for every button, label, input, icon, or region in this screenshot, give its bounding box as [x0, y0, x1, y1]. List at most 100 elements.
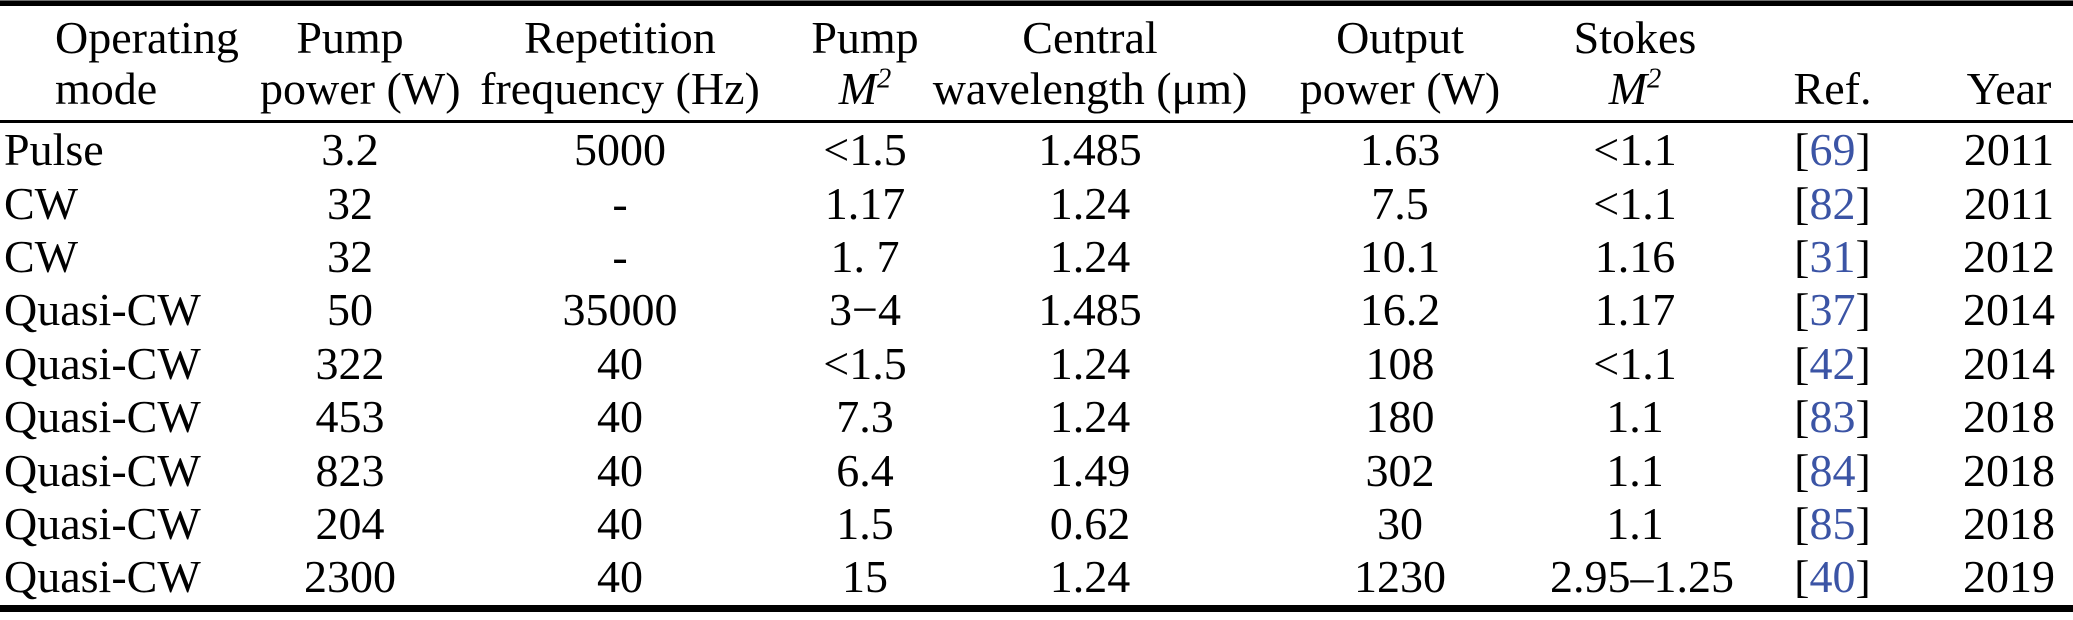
cell-central_wavelength: 1.24	[1049, 391, 1131, 443]
cell-pump_m2: 7.3	[836, 391, 894, 443]
cell-pump_m2: 6.4	[836, 444, 894, 496]
cell-output_power: 180	[1365, 391, 1435, 443]
ref-bracket-close: ]	[1855, 124, 1871, 176]
ref-bracket-open: [	[1794, 230, 1810, 282]
ref-bracket-open: [	[1794, 124, 1810, 176]
cell-pump_power: 2300	[304, 551, 396, 603]
column-header-central_wavelength: Central wavelength (μm)	[930, 6, 1250, 123]
ref-link[interactable]: 83	[1809, 391, 1856, 443]
cell-central_wavelength: 1.49	[1049, 444, 1131, 496]
header-line1: Repetition	[524, 12, 716, 63]
table-row: Quasi-CW 50 35000 3−4 1.485 16.2 1.17 [37] 2014	[0, 283, 2073, 336]
cell-ref: [69]	[1720, 122, 1945, 177]
ref-bracket-open: [	[1794, 497, 1810, 549]
ref-link[interactable]: 42	[1809, 337, 1856, 389]
cell-year: 2011	[1963, 177, 2055, 229]
cell-stokes_m2: 1.1	[1606, 391, 1664, 443]
cell-operating_mode: Quasi-CW	[4, 391, 201, 443]
cell-central_wavelength: 1.24	[1049, 551, 1131, 603]
ref-link[interactable]: 85	[1809, 497, 1856, 549]
cell-stokes_m2: 2.95–1.25	[1550, 551, 1734, 603]
ref-bracket-open: [	[1794, 391, 1810, 443]
ref-link[interactable]: 31	[1809, 230, 1856, 282]
cell-rep_freq: 40	[597, 551, 643, 603]
ref-bracket-close: ]	[1855, 284, 1871, 336]
ref-link[interactable]: 82	[1809, 177, 1856, 229]
ref-bracket-open: [	[1794, 284, 1810, 336]
cell-stokes_m2: <1.1	[1593, 124, 1677, 176]
cell-pump_power: 823	[315, 444, 385, 496]
column-header-output_power: Output power (W)	[1250, 6, 1550, 123]
cell-output_power: 7.5	[1371, 177, 1429, 229]
ref-bracket-close: ]	[1855, 391, 1871, 443]
ref-bracket-close: ]	[1855, 230, 1871, 282]
header-line2: Ref.	[1793, 63, 1872, 114]
header-line1: Stokes	[1573, 12, 1697, 63]
ref-link[interactable]: 84	[1809, 444, 1856, 496]
table-row: Quasi-CW 322 40 <1.5 1.24 108 <1.1 [42] 2014	[0, 337, 2073, 390]
cell-ref: [42]	[1720, 337, 1945, 390]
column-header-ref: Ref.	[1720, 6, 1945, 123]
cell-year: 2018	[1963, 391, 2055, 443]
table-row: Quasi-CW 204 40 1.5 0.62 30 1.1 [85] 2018	[0, 497, 2073, 550]
cell-operating_mode: Quasi-CW	[4, 444, 201, 496]
cell-operating_mode: Quasi-CW	[4, 497, 201, 549]
ref-bracket-open: [	[1794, 177, 1810, 229]
cell-ref: [31]	[1720, 230, 1945, 283]
cell-pump_power: 32	[327, 177, 373, 229]
cell-central_wavelength: 1.24	[1049, 177, 1131, 229]
ref-bracket-open: [	[1794, 444, 1810, 496]
cell-year: 2011	[1963, 124, 2055, 176]
table-row: Quasi-CW 823 40 6.4 1.49 302 1.1 [84] 2018	[0, 443, 2073, 496]
cell-central_wavelength: 1.485	[1038, 284, 1142, 336]
header-line1	[1945, 12, 2073, 63]
table-row: Pulse 3.2 5000 <1.5 1.485 1.63 <1.1 [69] 2011	[0, 122, 2073, 177]
header-line2: frequency (Hz)	[480, 63, 760, 114]
cell-pump_m2: <1.5	[823, 337, 907, 389]
table-row: CW 32 - 1.17 1.24 7.5 <1.1 [82] 2011	[0, 176, 2073, 229]
cell-operating_mode: Quasi-CW	[4, 284, 201, 336]
cell-output_power: 30	[1377, 497, 1423, 549]
cell-year: 2018	[1963, 497, 2055, 549]
cell-pump_power: 50	[327, 284, 373, 336]
cell-stokes_m2: 1.1	[1606, 444, 1664, 496]
cell-output_power: 108	[1365, 337, 1435, 389]
cell-operating_mode: CW	[4, 177, 79, 229]
cell-central_wavelength: 1.24	[1049, 337, 1131, 389]
ref-link[interactable]: 40	[1809, 551, 1856, 603]
cell-operating_mode: Pulse	[4, 124, 104, 176]
cell-central_wavelength: 1.24	[1049, 230, 1131, 282]
cell-operating_mode: CW	[4, 230, 79, 282]
cell-rep_freq: 40	[597, 337, 643, 389]
cell-pump_power: 204	[315, 497, 385, 549]
ref-link[interactable]: 69	[1809, 124, 1856, 176]
laser-results-table: Operating mode Pump power (W) Repetition freq…	[0, 6, 2073, 604]
cell-ref: [40]	[1720, 550, 1945, 603]
cell-stokes_m2: 1.1	[1606, 497, 1664, 549]
cell-rep_freq: -	[612, 177, 628, 229]
table-row: Quasi-CW 453 40 7.3 1.24 180 1.1 [83] 2018	[0, 390, 2073, 443]
header-line2: wavelength (μm)	[932, 63, 1248, 114]
cell-ref: [83]	[1720, 390, 1945, 443]
m-squared-base: M	[1608, 63, 1648, 114]
table-row: Quasi-CW 2300 40 15 1.24 1230 2.95–1.25 [40] 201…	[0, 550, 2073, 603]
cell-operating_mode: Quasi-CW	[4, 551, 201, 603]
ref-link[interactable]: 37	[1809, 284, 1856, 336]
cell-pump_power: 32	[327, 230, 373, 282]
ref-bracket-open: [	[1794, 337, 1810, 389]
cell-pump_m2: 1. 7	[830, 230, 900, 282]
header-line1: Pump	[811, 12, 919, 63]
cell-output_power: 16.2	[1359, 284, 1441, 336]
cell-rep_freq: 35000	[562, 284, 678, 336]
cell-central_wavelength: 1.485	[1038, 124, 1142, 176]
header-line2: mode	[55, 63, 158, 114]
cell-pump_power: 322	[315, 337, 385, 389]
cell-year: 2019	[1963, 551, 2055, 603]
header-line1: Operating	[55, 12, 239, 63]
column-header-year: Year	[1945, 6, 2073, 123]
cell-year: 2012	[1963, 230, 2055, 282]
header-line2: power (W)	[1299, 63, 1501, 114]
ref-bracket-close: ]	[1855, 177, 1871, 229]
cell-rep_freq: 5000	[574, 124, 666, 176]
